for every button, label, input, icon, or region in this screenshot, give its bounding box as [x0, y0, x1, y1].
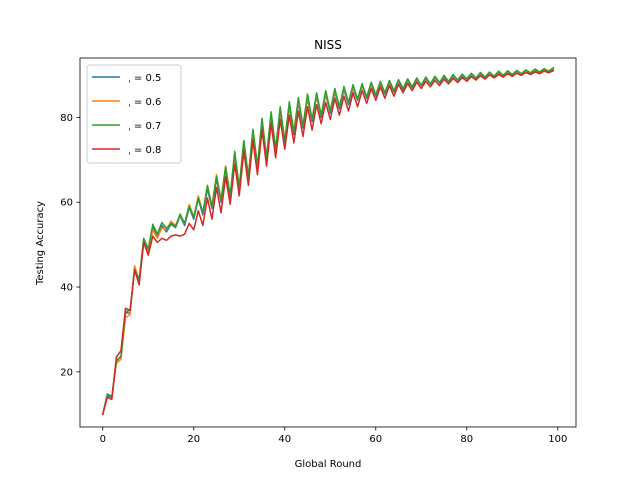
axes-frame — [79, 57, 577, 428]
legend-entry-2: ˌ = 0.6 — [128, 97, 161, 108]
y-axis-label: Testing Accuracy — [35, 201, 46, 286]
y-tick-label: 40 — [60, 283, 73, 294]
x-tick-label: 80 — [460, 434, 473, 445]
plot-area — [101, 66, 555, 416]
legend-entry-4: ˌ = 0.8 — [128, 145, 161, 156]
x-axis: 0 20 40 60 80 100 — [100, 427, 567, 445]
legend-entry-3: ˌ = 0.7 — [128, 121, 161, 132]
series-line-4 — [101, 69, 555, 416]
x-tick-label: 20 — [187, 434, 200, 445]
x-axis-label: Global Round — [295, 459, 362, 470]
x-tick-label: 60 — [369, 434, 382, 445]
legend: ˌ = 0.5 ˌ = 0.6 ˌ = 0.7 ˌ = 0.8 — [86, 64, 182, 164]
x-tick-label: 0 — [100, 434, 106, 445]
series-line-3 — [101, 66, 555, 416]
x-tick-label: 100 — [548, 434, 567, 445]
y-tick-label: 60 — [60, 198, 73, 209]
y-tick-label: 80 — [60, 113, 73, 124]
legend-box — [86, 64, 182, 164]
legend-entry-1: ˌ = 0.5 — [128, 73, 161, 84]
x-tick-label: 40 — [278, 434, 291, 445]
chart-title: NISS — [314, 38, 342, 52]
y-tick-label: 20 — [60, 367, 73, 378]
y-axis: 20 40 60 80 — [60, 113, 80, 378]
